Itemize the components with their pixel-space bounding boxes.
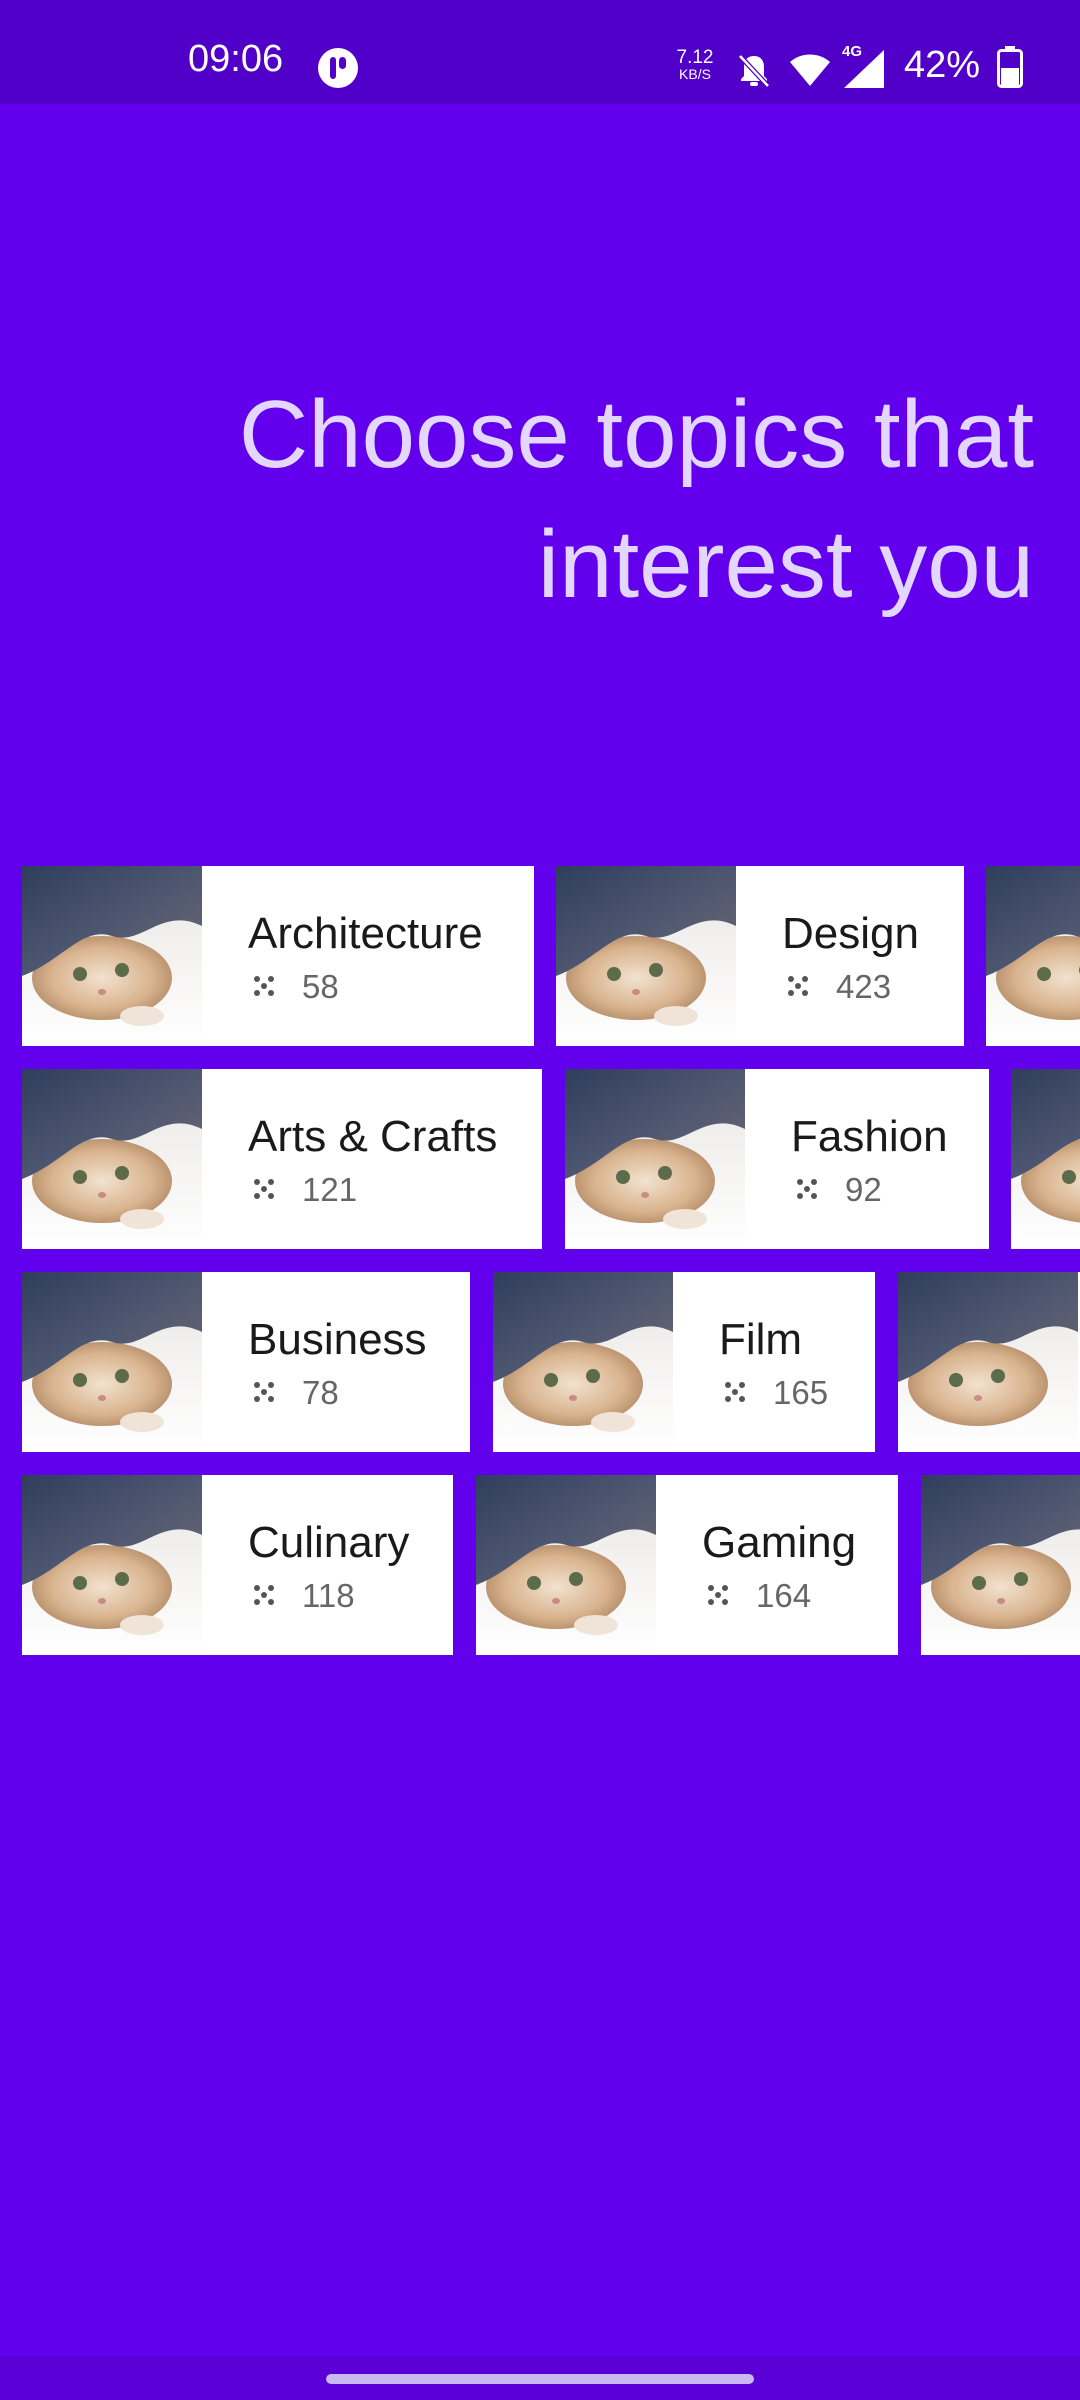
topic-row-3: Business 78 Film 165 <box>0 1272 1080 1452</box>
signal-icon <box>844 50 884 88</box>
topic-card-architecture[interactable]: Architecture 58 <box>22 866 534 1046</box>
topic-count: 164 <box>756 1577 812 1614</box>
wifi-icon <box>790 54 830 86</box>
topic-card-design[interactable]: Design 423 <box>556 866 964 1046</box>
grid-dots-icon <box>797 1179 817 1199</box>
network-type-label: 4G <box>842 43 863 60</box>
topic-card-arts-crafts[interactable]: Arts & Crafts 121 <box>22 1069 542 1249</box>
page-title: Choose topics that interest you <box>134 370 1034 630</box>
topic-card-culinary[interactable]: Culinary 118 <box>22 1475 453 1655</box>
topic-thumbnail <box>22 1475 202 1655</box>
topic-name: Fashion <box>791 1112 948 1161</box>
topic-name: Gaming <box>702 1518 857 1567</box>
topic-card-partial[interactable] <box>1011 1069 1080 1249</box>
status-time: 09:06 <box>188 38 284 80</box>
topic-thumbnail <box>22 866 202 1046</box>
page-title-line-1: Choose topics that <box>238 381 1034 488</box>
navigation-bar <box>0 2356 1080 2400</box>
topic-count: 423 <box>836 968 892 1005</box>
kitten-image <box>22 1272 202 1452</box>
topic-count: 165 <box>773 1374 829 1411</box>
topic-thumbnail <box>22 1069 202 1249</box>
topic-name: Architecture <box>248 909 483 958</box>
topic-thumbnail <box>565 1069 745 1249</box>
grid-dots-icon <box>788 976 808 996</box>
topic-count: 121 <box>302 1171 358 1208</box>
kitten-image <box>476 1475 656 1655</box>
topic-row-4: Culinary 118 Gaming 164 <box>0 1475 1080 1655</box>
page-title-line-2: interest you <box>537 511 1034 618</box>
grid-dots-icon <box>708 1585 728 1605</box>
kitten-image <box>565 1069 745 1249</box>
topic-count: 118 <box>302 1577 355 1614</box>
topic-card-partial[interactable] <box>986 866 1080 1046</box>
topic-name: Design <box>782 909 919 958</box>
grid-dots-icon <box>254 1179 274 1199</box>
topic-card-gaming[interactable]: Gaming 164 <box>476 1475 898 1655</box>
bell-off-icon <box>738 54 770 88</box>
topic-name: Business <box>248 1315 427 1364</box>
topic-thumbnail <box>986 866 1080 1046</box>
topic-count: 92 <box>845 1171 882 1208</box>
topic-thumbnail <box>1011 1069 1080 1249</box>
topic-name: Arts & Crafts <box>248 1112 498 1161</box>
battery-percentage: 42% <box>904 44 981 86</box>
network-speed: 7.12 KB/S <box>672 48 718 81</box>
grid-dots-icon <box>254 1585 274 1605</box>
topic-name: Film <box>719 1315 803 1364</box>
network-speed-value: 7.12 <box>676 47 714 68</box>
battery-icon <box>997 46 1023 88</box>
app-notification-icon <box>318 48 358 88</box>
kitten-image <box>898 1272 1078 1452</box>
kitten-image <box>22 866 202 1046</box>
topic-count: 78 <box>302 1374 339 1411</box>
kitten-image <box>556 866 736 1046</box>
topic-thumbnail <box>22 1272 202 1452</box>
topic-thumbnail <box>476 1475 656 1655</box>
network-speed-unit: KB/S <box>679 66 711 82</box>
topic-card-partial[interactable] <box>921 1475 1080 1655</box>
kitten-image <box>986 866 1080 1046</box>
status-bar: 09:06 7.12 KB/S 4G 42% <box>0 0 1080 104</box>
topic-row-1: Architecture 58 Design 423 <box>0 866 1080 1046</box>
grid-dots-icon <box>254 976 274 996</box>
topic-name: Culinary <box>248 1518 410 1567</box>
topic-thumbnail <box>493 1272 673 1452</box>
topic-row-2: Arts & Crafts 121 Fashion 92 <box>0 1069 1080 1249</box>
topic-thumbnail <box>898 1272 1078 1452</box>
kitten-image <box>921 1475 1080 1655</box>
grid-dots-icon <box>254 1382 274 1402</box>
topic-card-business[interactable]: Business 78 <box>22 1272 470 1452</box>
topic-card-film[interactable]: Film 165 <box>493 1272 875 1452</box>
topic-thumbnail <box>921 1475 1080 1655</box>
grid-dots-icon <box>725 1382 745 1402</box>
topic-card-partial[interactable] <box>898 1272 1080 1452</box>
home-gesture-handle[interactable] <box>326 2374 754 2384</box>
kitten-image <box>493 1272 673 1452</box>
kitten-image <box>1011 1069 1080 1249</box>
kitten-image <box>22 1475 202 1655</box>
topic-thumbnail <box>556 866 736 1046</box>
topic-count: 58 <box>302 968 339 1005</box>
topic-card-fashion[interactable]: Fashion 92 <box>565 1069 989 1249</box>
kitten-image <box>22 1069 202 1249</box>
